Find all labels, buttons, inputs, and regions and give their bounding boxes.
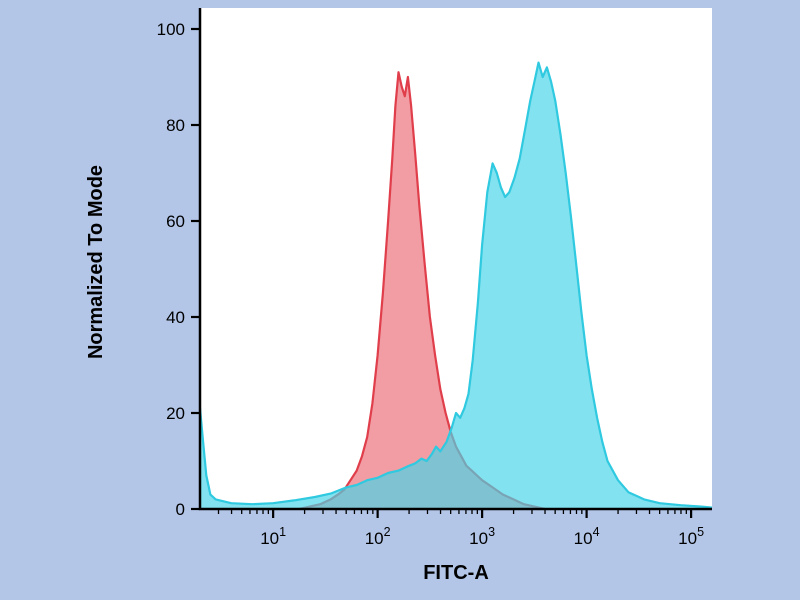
y-tick-label: 20 <box>166 404 185 423</box>
cyan-population-fill <box>200 62 712 509</box>
x-axis-title: FITC-A <box>423 562 489 584</box>
tick-labels: 0 20 40 60 80 100 101 102 103 104 105 <box>157 20 704 548</box>
y-tick-label: 60 <box>166 212 185 231</box>
histogram-curves <box>200 61 712 509</box>
y-tick-label: 40 <box>166 308 185 327</box>
x-tick-label: 104 <box>574 525 600 548</box>
x-tick-label: 102 <box>365 525 391 548</box>
y-tick-label: 80 <box>166 116 185 135</box>
y-tick-label: 0 <box>176 500 185 519</box>
axes <box>191 8 712 518</box>
cyan-population-outline <box>200 61 712 509</box>
x-tick-label: 101 <box>260 525 286 548</box>
red-population-fill <box>299 72 545 509</box>
x-tick-label: 105 <box>678 525 704 548</box>
x-tick-label: 103 <box>469 525 495 548</box>
y-axis-title: Normalized To Mode <box>85 165 107 359</box>
y-tick-label: 100 <box>157 20 185 39</box>
